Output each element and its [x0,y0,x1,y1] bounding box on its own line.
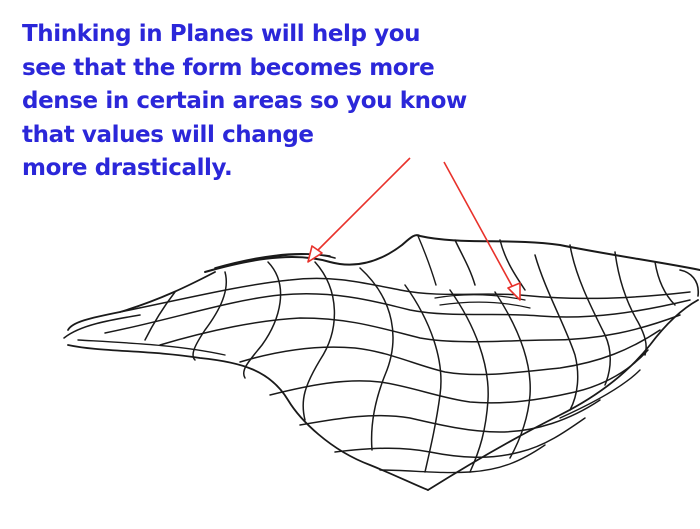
caption-line-1: Thinking in Planes will help you [22,21,421,47]
contour-6 [299,399,601,433]
sheet-left-edge [67,271,216,331]
sheet-back-ridge-3 [224,253,331,267]
rib-2 [192,271,227,361]
rib-8 [494,291,531,459]
sheet-right-edge-2 [559,369,641,419]
arrow-left-ridge-head [307,245,323,263]
contour-4 [239,329,661,376]
rib-15 [417,235,437,286]
caption-text: Thinking in Planes will help you see tha… [22,18,492,186]
sheet-back-ridge [204,234,700,273]
contour-dense-a [434,294,526,301]
sheet-front-edge-2 [77,339,226,356]
contour-dense-b [439,301,531,309]
rib-13 [499,239,526,291]
arrow-left-ridge [317,157,411,251]
arrow-right-dense-area-head [507,282,521,301]
arrow-right-dense-area [443,161,513,287]
rib-14 [454,239,476,286]
caption-line-5: more drastically. [22,155,233,181]
contour-1 [119,277,691,313]
rib-10 [569,244,611,386]
rib-4 [302,261,336,421]
annotation-arrows [307,157,521,301]
rib-5 [359,267,394,451]
rib-6 [404,284,442,473]
sheet-left-edge-2 [63,314,141,339]
rib-1 [144,291,176,341]
contour-3 [159,314,681,346]
contour-2 [104,292,691,334]
sheet-right-tip [679,269,700,297]
sheet-right-edge [427,299,699,491]
rib-7 [449,289,489,473]
rib-9 [534,254,579,411]
sheet-front-edge [67,344,429,491]
rib-11 [614,251,647,356]
caption-line-2: see that the form becomes more [22,54,435,81]
contour-5 [269,349,649,404]
rib-12 [654,261,676,306]
caption-line-4: that values will change [22,121,314,148]
rib-3 [243,261,282,379]
contour-7 [334,417,586,458]
caption-line-3: dense in certain areas so you know [22,88,467,114]
wireframe-sheet [63,234,700,491]
